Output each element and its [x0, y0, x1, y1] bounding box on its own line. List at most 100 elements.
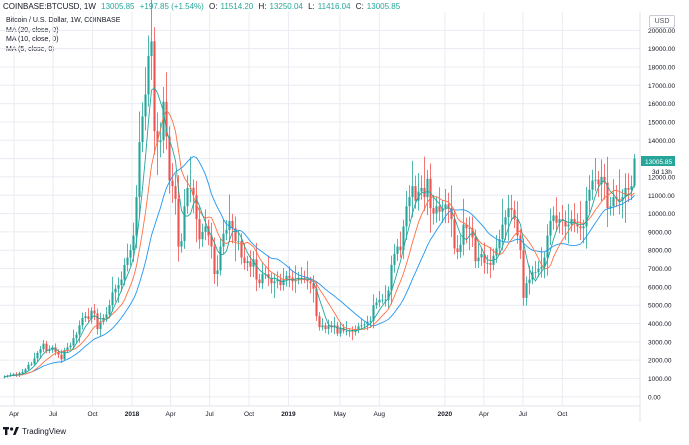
candle-body — [456, 248, 459, 253]
y-tick-label: 11000.00 — [648, 193, 675, 200]
candle-body — [357, 326, 360, 330]
candle-body — [300, 277, 303, 279]
candle-body — [579, 226, 582, 229]
candle-body — [309, 281, 312, 284]
candle-body — [540, 266, 543, 269]
candle-body — [45, 343, 48, 352]
y-tick-label: 12000.00 — [648, 174, 675, 181]
legend-title[interactable]: Bitcoin / U.S. Dollar, 1W, COINBASE — [6, 17, 121, 24]
x-tick-label: 2020 — [438, 411, 453, 418]
symbol-label[interactable]: COINBASE:BTCUSD, 1W — [3, 2, 96, 11]
candle-body — [108, 305, 111, 315]
candle-body — [447, 204, 450, 209]
candle-body — [81, 318, 84, 326]
candle-body — [66, 347, 69, 351]
y-tick-label: 17000.00 — [648, 83, 675, 90]
candle-body — [633, 158, 636, 186]
candle-body — [105, 314, 108, 319]
x-tick-label: Jul — [49, 411, 58, 418]
candle-body — [255, 259, 258, 280]
x-tick-label: Oct — [88, 411, 98, 418]
candle-body — [405, 206, 408, 227]
legend-ma10[interactable]: MA (10, close, 0) — [6, 36, 59, 43]
candle-body — [141, 116, 144, 143]
candle-body — [216, 270, 219, 275]
candle-body — [114, 288, 117, 293]
candle-body — [147, 55, 150, 95]
candle-body — [204, 226, 207, 232]
candle-body — [600, 176, 603, 185]
candle-body — [159, 140, 162, 143]
candle-body — [504, 217, 507, 225]
candle-body — [270, 277, 273, 284]
candle-body — [246, 261, 249, 264]
last-price: 13005.85 — [101, 2, 135, 11]
candle-body — [564, 220, 567, 227]
candle-body — [252, 259, 255, 267]
candle-body — [318, 316, 321, 328]
candle-body — [279, 279, 282, 286]
candle-body — [144, 94, 147, 117]
candle-body — [489, 263, 492, 265]
candle-body — [150, 41, 153, 56]
candle-body — [474, 237, 477, 262]
candle-body — [18, 373, 21, 376]
currency-button[interactable]: USD — [649, 15, 675, 28]
candle-body — [117, 285, 120, 289]
candle-body — [72, 338, 75, 346]
tradingview-logo-icon — [3, 427, 19, 435]
candle-body — [267, 274, 270, 278]
candle-body — [537, 268, 540, 273]
candle-body — [603, 176, 606, 183]
moving-averages — [4, 87, 635, 378]
candle-body — [165, 101, 168, 137]
candle-body — [231, 220, 234, 229]
candle-body — [351, 330, 354, 332]
candle-body — [324, 325, 327, 330]
candle-body — [225, 230, 228, 234]
x-tick-label: May — [334, 411, 347, 418]
candle-body — [582, 226, 585, 229]
candle-body — [525, 283, 528, 298]
candle-body — [363, 324, 366, 326]
candle-body — [138, 142, 141, 198]
candle-body — [315, 288, 318, 317]
candle-body — [459, 244, 462, 253]
candle-body — [180, 241, 183, 247]
candle-body — [321, 325, 324, 328]
candle-body — [327, 325, 330, 330]
x-tick-label: 2018 — [125, 411, 140, 418]
candle-body — [591, 180, 594, 190]
price-change: +197.85 (+1.54%) — [139, 2, 204, 11]
candle-body — [15, 373, 18, 376]
candle-body — [78, 325, 81, 335]
candle-body — [30, 363, 33, 365]
candle-body — [609, 206, 612, 209]
candle-body — [588, 189, 591, 201]
candle-body — [24, 369, 27, 373]
candle-body — [306, 278, 309, 282]
candle-body — [375, 302, 378, 306]
candle-body — [276, 279, 279, 282]
candle-body — [261, 274, 264, 284]
candle-body — [93, 310, 96, 314]
last-price-badge: 13005.85 — [645, 159, 672, 166]
candle-body — [126, 257, 129, 265]
footer-brand[interactable]: TradingView — [22, 426, 67, 436]
candle-body — [510, 208, 513, 210]
y-tick-label: 6000.00 — [648, 284, 672, 291]
y-tick-label: 1000.00 — [648, 376, 672, 383]
candle-body — [36, 352, 39, 359]
x-tick-label: Jul — [205, 411, 214, 418]
high-label: H: — [258, 2, 267, 11]
candle-body — [498, 239, 501, 249]
symbol-header: COINBASE:BTCUSD, 1W 13005.85 +197.85 (+1… — [3, 2, 403, 11]
candle-body — [387, 290, 390, 300]
y-tick-label: 5000.00 — [648, 303, 672, 310]
candle-body — [486, 263, 489, 264]
candle-body — [195, 195, 198, 220]
candle-body — [111, 292, 114, 306]
open-value: 11514.20 — [220, 2, 254, 11]
candle-body — [621, 197, 624, 201]
